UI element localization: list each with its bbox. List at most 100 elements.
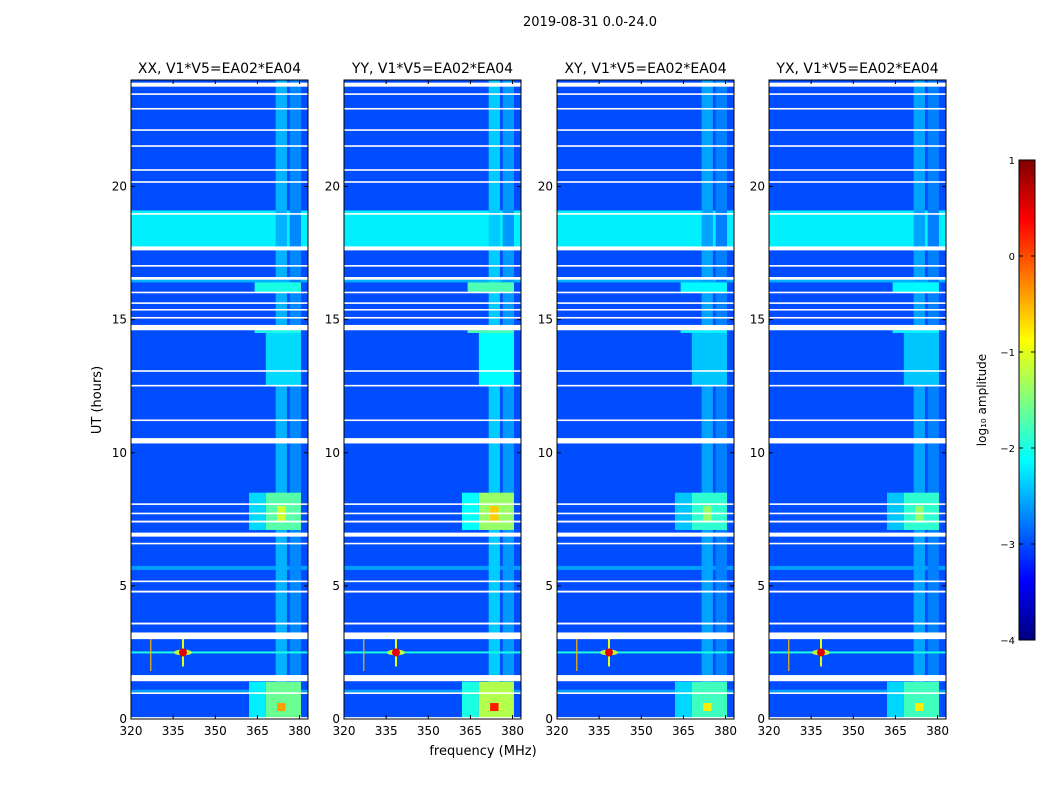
flagged-gap (557, 532, 734, 537)
x-tick-label: 335 (375, 724, 398, 738)
x-tick-label: 350 (417, 724, 440, 738)
flagged-gap (769, 265, 946, 267)
vertical-marker (150, 639, 152, 672)
flagged-gap (344, 129, 521, 131)
y-tick-label: 0 (332, 712, 340, 726)
panel-yx: YX, V1*V5=EA02*EA04 320 335 350 365 380 0 5 10 15… (750, 61, 949, 738)
flagged-gap (344, 580, 521, 583)
rfi-patch (903, 681, 939, 719)
y-tick-label: 15 (750, 313, 765, 327)
colorbar-tick-label: 0 (1009, 252, 1015, 263)
y-tick-label: 20 (750, 180, 765, 194)
flagged-gap (557, 93, 734, 95)
flagged-gap (131, 308, 308, 311)
flagged-gap (557, 181, 734, 183)
flagged-gap (131, 302, 308, 304)
flagged-gap (769, 316, 946, 319)
y-tick-label: 15 (112, 313, 127, 327)
rfi-patch (265, 332, 301, 387)
rfi-patch (265, 681, 301, 719)
rfi-patch (478, 681, 514, 719)
flagged-gap (769, 520, 946, 523)
flagged-gap (131, 590, 308, 593)
flagged-gap (344, 512, 521, 515)
colorbar-gradient (1018, 159, 1036, 641)
flagged-gap (557, 265, 734, 267)
y-tick-label: 20 (325, 180, 340, 194)
flagged-gap (131, 93, 308, 95)
x-tick-label: 365 (246, 724, 269, 738)
flagged-gap (557, 419, 734, 422)
panel-frame (343, 79, 522, 720)
rfi-patch (915, 703, 924, 712)
flagged-gap (557, 291, 734, 294)
flagged-gap (344, 717, 521, 719)
flagged-gap (344, 590, 521, 593)
flagged-gap (769, 213, 946, 215)
rfi-patch (675, 681, 692, 719)
colorbar-tick-label: −1 (1000, 348, 1015, 359)
y-tick-label: 10 (538, 446, 553, 460)
flagged-gap (769, 169, 946, 171)
bright-time-band (769, 565, 946, 570)
flagged-gap (131, 632, 308, 640)
flagged-gap (557, 370, 734, 372)
x-tick-label: 380 (714, 724, 737, 738)
flagged-gap (557, 438, 734, 444)
flagged-gap (131, 246, 308, 251)
line-feature (769, 651, 946, 654)
x-tick-label: 335 (162, 724, 185, 738)
flagged-gap (131, 129, 308, 131)
flagged-gap (557, 632, 734, 640)
x-tick-label: 320 (758, 724, 781, 738)
flagged-gap (557, 316, 734, 319)
flagged-gap (557, 590, 734, 593)
rfi-patch (478, 332, 514, 387)
flagged-gap (344, 169, 521, 171)
flagged-gap (344, 308, 521, 311)
flagged-gap (769, 692, 946, 694)
flagged-gap (557, 324, 734, 331)
bright-time-band (131, 689, 308, 693)
x-tick-label: 380 (501, 724, 524, 738)
colorbar-tick-label: 1 (1009, 156, 1015, 167)
flagged-gap (557, 622, 734, 625)
bright-time-band (344, 565, 521, 570)
flagged-gap (769, 308, 946, 311)
flagged-gap (557, 675, 734, 682)
flagged-gap (344, 324, 521, 331)
line-feature (131, 651, 308, 654)
x-tick-label: 350 (204, 724, 227, 738)
rfi-patch (680, 330, 727, 333)
flagged-gap (131, 542, 308, 545)
y-tick-label: 15 (325, 313, 340, 327)
flagged-gap (769, 675, 946, 682)
flagged-gap (344, 316, 521, 319)
flagged-gap (344, 82, 521, 87)
x-axis-label: frequency (MHz) (429, 744, 536, 759)
y-tick-label: 0 (757, 712, 765, 726)
flagged-gap (557, 129, 734, 131)
flagged-gap (769, 512, 946, 515)
rfi-patch (887, 681, 904, 719)
bright-time-band (769, 689, 946, 693)
flagged-gap (131, 107, 308, 110)
vertical-marker (363, 639, 365, 672)
flagged-gap (344, 107, 521, 110)
flagged-gap (769, 632, 946, 640)
flagged-gap (131, 438, 308, 444)
flagged-gap (344, 291, 521, 294)
flagged-gap (131, 503, 308, 505)
flagged-gap (557, 520, 734, 523)
flagged-gap (344, 384, 521, 387)
x-tick-label: 335 (588, 724, 611, 738)
figure-title: 2019-08-31 0.0-24.0 (523, 15, 657, 30)
bright-time-band (557, 565, 734, 570)
y-tick-label: 0 (545, 712, 553, 726)
rfi-patch (254, 282, 301, 293)
flagged-gap (769, 324, 946, 331)
panel-frame (768, 79, 947, 720)
flagged-gap (557, 302, 734, 304)
y-tick-label: 20 (112, 180, 127, 194)
rfi-patch (249, 681, 266, 719)
